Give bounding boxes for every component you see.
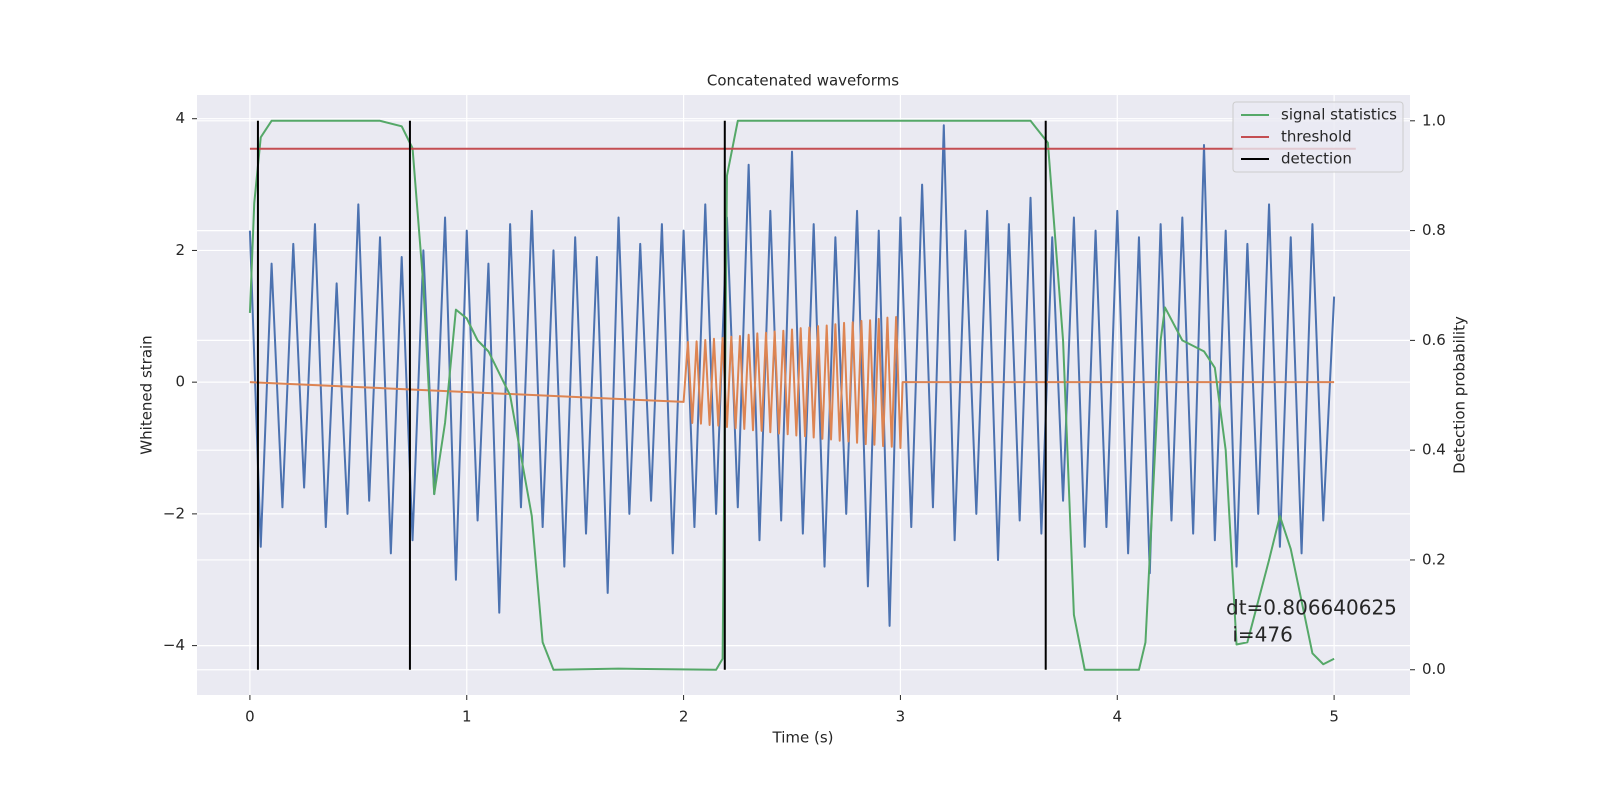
legend-box xyxy=(1232,101,1404,173)
x-tick-label: 2 xyxy=(679,708,689,726)
y2-tick-label: 0.8 xyxy=(1422,221,1446,239)
annotation: i=476 xyxy=(1226,623,1293,647)
y-tick-label: −2 xyxy=(163,504,185,522)
y2-tick-label: 0.6 xyxy=(1422,331,1446,349)
y2-tick-label: 1.0 xyxy=(1422,111,1446,129)
annotation: dt=0.806640625 xyxy=(1226,596,1397,620)
y-tick-label: 0 xyxy=(175,373,185,391)
chart-title: Concatenated waveforms xyxy=(707,72,899,90)
y2-tick-label: 0.0 xyxy=(1422,660,1446,678)
legend-label: detection xyxy=(1281,150,1352,168)
legend-label: threshold xyxy=(1281,128,1352,146)
x-tick-label: 3 xyxy=(896,708,906,726)
legend-label: signal statistics xyxy=(1281,106,1397,124)
y-tick-label: −4 xyxy=(163,636,185,654)
y-axis-label: Whitened strain xyxy=(138,335,156,454)
x-tick-label: 5 xyxy=(1329,708,1339,726)
x-tick-label: 1 xyxy=(462,708,472,726)
y2-tick-label: 0.4 xyxy=(1422,441,1446,459)
y-tick-label: 2 xyxy=(175,241,185,259)
y-tick-label: 4 xyxy=(175,109,185,127)
x-tick-label: 4 xyxy=(1112,708,1122,726)
x-axis-label: Time (s) xyxy=(772,729,834,747)
x-tick-label: 0 xyxy=(245,708,255,726)
legend: signal statistics threshold detection xyxy=(1232,101,1404,173)
y2-tick-label: 0.2 xyxy=(1422,550,1446,568)
series-line xyxy=(249,315,1335,450)
y2-axis-label: Detection probability xyxy=(1451,316,1469,474)
